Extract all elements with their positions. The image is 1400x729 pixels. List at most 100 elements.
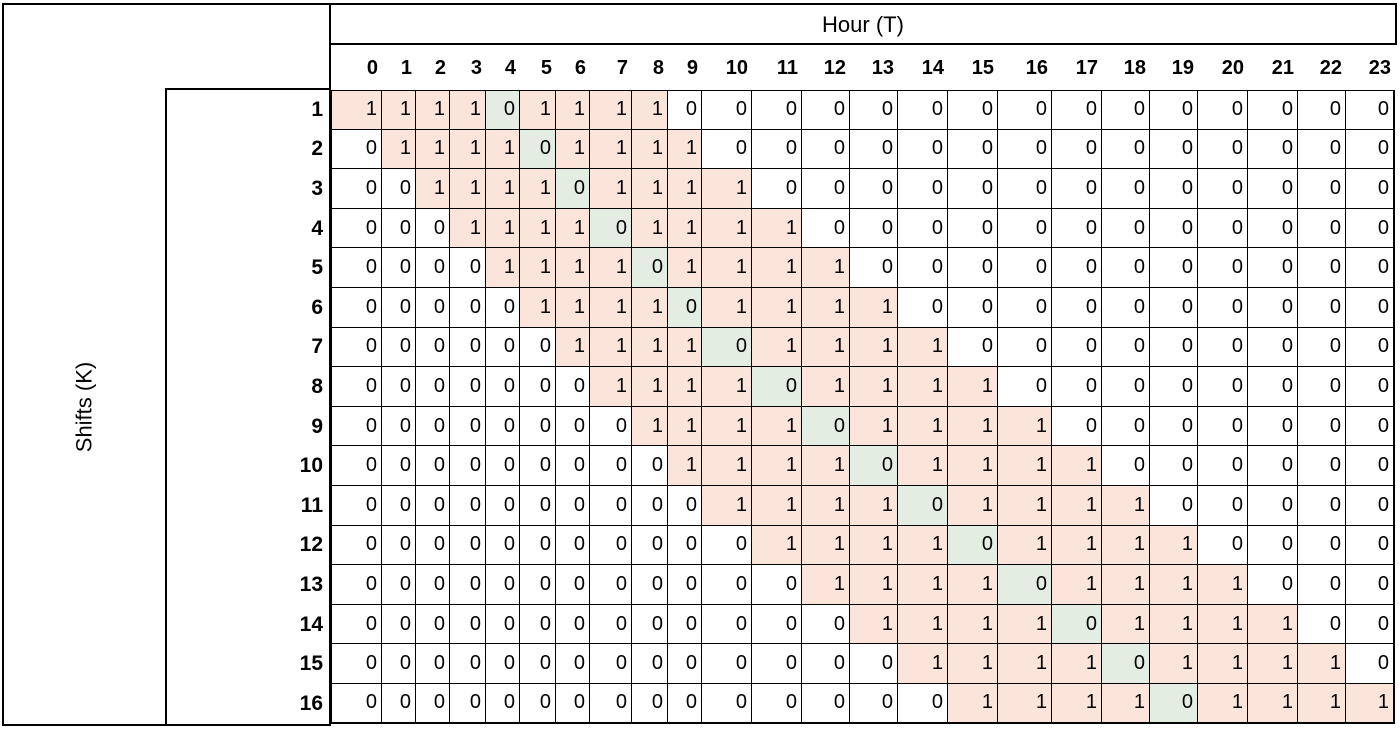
cell-shift-1-hour-19: 0 bbox=[1150, 90, 1198, 130]
cell-shift-8-hour-23: 0 bbox=[1346, 367, 1395, 407]
cell-shift-12-hour-8: 0 bbox=[632, 525, 668, 566]
cell-shift-15-hour-7: 0 bbox=[590, 644, 632, 684]
cell-shift-10-hour-22: 0 bbox=[1298, 446, 1346, 486]
cell-shift-3-hour-4: 1 bbox=[486, 169, 520, 209]
cell-shift-2-hour-8: 1 bbox=[632, 129, 668, 170]
cell-shift-4-hour-16: 0 bbox=[998, 208, 1052, 249]
cell-shift-14-hour-13: 1 bbox=[850, 604, 898, 645]
cell-shift-10-hour-8: 0 bbox=[632, 446, 668, 486]
cell-shift-3-hour-13: 0 bbox=[850, 169, 898, 209]
cell-shift-8-hour-15: 1 bbox=[948, 367, 998, 407]
cell-shift-9-hour-16: 1 bbox=[998, 406, 1052, 447]
cell-shift-11-hour-12: 1 bbox=[802, 486, 850, 526]
cell-shift-11-hour-8: 0 bbox=[632, 486, 668, 526]
cell-shift-11-hour-10: 1 bbox=[702, 486, 752, 526]
cell-shift-2-hour-6: 1 bbox=[556, 129, 590, 170]
cell-shift-15-hour-12: 0 bbox=[802, 644, 850, 684]
cell-shift-5-hour-10: 1 bbox=[702, 248, 752, 288]
cell-shift-13-hour-12: 1 bbox=[802, 565, 850, 605]
cell-shift-9-hour-8: 1 bbox=[632, 406, 668, 447]
cell-shift-3-hour-22: 0 bbox=[1298, 169, 1346, 209]
hour-header-7: 7 bbox=[616, 56, 628, 79]
cell-shift-13-hour-23: 0 bbox=[1346, 565, 1395, 605]
cell-shift-6-hour-13: 1 bbox=[850, 288, 898, 328]
cell-shift-12-hour-15: 0 bbox=[948, 525, 998, 566]
cell-shift-8-hour-18: 0 bbox=[1102, 367, 1150, 407]
cell-shift-13-hour-5: 0 bbox=[520, 565, 556, 605]
cell-shift-5-hour-11: 1 bbox=[752, 248, 802, 288]
cell-shift-3-hour-16: 0 bbox=[998, 169, 1052, 209]
cell-shift-16-hour-0: 0 bbox=[331, 684, 382, 724]
cell-shift-9-hour-12: 0 bbox=[802, 406, 850, 447]
cell-shift-7-hour-18: 0 bbox=[1102, 327, 1150, 368]
cell-shift-10-hour-6: 0 bbox=[556, 446, 590, 486]
cell-shift-7-hour-20: 0 bbox=[1198, 327, 1248, 368]
cell-shift-4-hour-20: 0 bbox=[1198, 208, 1248, 249]
cell-shift-3-hour-6: 0 bbox=[556, 169, 590, 209]
cell-shift-13-hour-6: 0 bbox=[556, 565, 590, 605]
cell-shift-4-hour-6: 1 bbox=[556, 208, 590, 249]
shift-label-7: 7 bbox=[311, 335, 323, 359]
cell-shift-6-hour-12: 1 bbox=[802, 288, 850, 328]
cell-shift-16-hour-5: 0 bbox=[520, 684, 556, 724]
cell-shift-14-hour-23: 0 bbox=[1346, 604, 1395, 645]
cell-shift-4-hour-15: 0 bbox=[948, 208, 998, 249]
cell-shift-7-hour-21: 0 bbox=[1248, 327, 1298, 368]
cell-shift-12-hour-6: 0 bbox=[556, 525, 590, 566]
cell-shift-7-hour-15: 0 bbox=[948, 327, 998, 368]
cell-shift-3-hour-17: 0 bbox=[1052, 169, 1102, 209]
cell-shift-14-hour-5: 0 bbox=[520, 604, 556, 645]
cell-shift-13-hour-20: 1 bbox=[1198, 565, 1248, 605]
cell-shift-2-hour-7: 1 bbox=[590, 129, 632, 170]
cell-shift-1-hour-1: 1 bbox=[382, 90, 416, 130]
cell-shift-14-hour-11: 0 bbox=[752, 604, 802, 645]
cell-shift-5-hour-4: 1 bbox=[486, 248, 520, 288]
cell-shift-12-hour-0: 0 bbox=[331, 525, 382, 566]
cell-shift-12-hour-17: 1 bbox=[1052, 525, 1102, 566]
cell-shift-5-hour-19: 0 bbox=[1150, 248, 1198, 288]
cell-shift-2-hour-1: 1 bbox=[382, 129, 416, 170]
hour-axis-title: Hour (T) bbox=[822, 12, 904, 37]
cell-shift-13-hour-16: 0 bbox=[998, 565, 1052, 605]
cell-shift-1-hour-22: 0 bbox=[1298, 90, 1346, 130]
cell-shift-12-hour-23: 0 bbox=[1346, 525, 1395, 566]
cell-shift-2-hour-20: 0 bbox=[1198, 129, 1248, 170]
hour-header-9: 9 bbox=[686, 56, 698, 79]
cell-shift-12-hour-4: 0 bbox=[486, 525, 520, 566]
cell-shift-7-hour-8: 1 bbox=[632, 327, 668, 368]
cell-shift-13-hour-17: 1 bbox=[1052, 565, 1102, 605]
cell-shift-7-hour-2: 0 bbox=[416, 327, 450, 368]
cell-shift-4-hour-8: 1 bbox=[632, 208, 668, 249]
cell-shift-15-hour-0: 0 bbox=[331, 644, 382, 684]
cell-shift-8-hour-22: 0 bbox=[1298, 367, 1346, 407]
cell-shift-13-hour-14: 1 bbox=[898, 565, 948, 605]
cell-shift-3-hour-8: 1 bbox=[632, 169, 668, 209]
cell-shift-10-hour-21: 0 bbox=[1248, 446, 1298, 486]
cell-shift-6-hour-10: 1 bbox=[702, 288, 752, 328]
cell-shift-1-hour-16: 0 bbox=[998, 90, 1052, 130]
cell-shift-10-hour-14: 1 bbox=[898, 446, 948, 486]
cell-shift-15-hour-17: 1 bbox=[1052, 644, 1102, 684]
cell-shift-5-hour-9: 1 bbox=[668, 248, 702, 288]
shift-label-1: 1 bbox=[311, 97, 323, 121]
cell-shift-6-hour-0: 0 bbox=[331, 288, 382, 328]
cell-shift-14-hour-1: 0 bbox=[382, 604, 416, 645]
cell-shift-11-hour-13: 1 bbox=[850, 486, 898, 526]
cell-shift-13-hour-10: 0 bbox=[702, 565, 752, 605]
cell-shift-10-hour-12: 1 bbox=[802, 446, 850, 486]
cell-shift-4-hour-14: 0 bbox=[898, 208, 948, 249]
cell-shift-6-hour-8: 1 bbox=[632, 288, 668, 328]
cell-shift-12-hour-20: 0 bbox=[1198, 525, 1248, 566]
cell-shift-12-hour-12: 1 bbox=[802, 525, 850, 566]
cell-shift-16-hour-3: 0 bbox=[450, 684, 486, 724]
cell-shift-9-hour-17: 0 bbox=[1052, 406, 1102, 447]
cell-shift-6-hour-16: 0 bbox=[998, 288, 1052, 328]
cell-shift-11-hour-9: 0 bbox=[668, 486, 702, 526]
cell-shift-4-hour-0: 0 bbox=[331, 208, 382, 249]
cell-shift-10-hour-20: 0 bbox=[1198, 446, 1248, 486]
cell-shift-7-hour-11: 1 bbox=[752, 327, 802, 368]
cell-shift-16-hour-13: 0 bbox=[850, 684, 898, 724]
cell-shift-15-hour-13: 0 bbox=[850, 644, 898, 684]
cell-shift-6-hour-7: 1 bbox=[590, 288, 632, 328]
cell-shift-9-hour-10: 1 bbox=[702, 406, 752, 447]
